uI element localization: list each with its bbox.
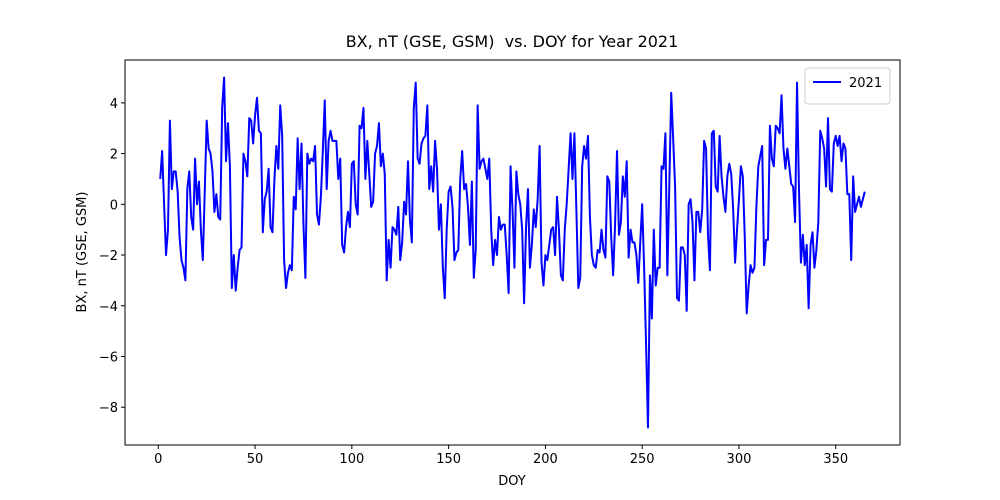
x-axis-label: DOY (498, 474, 526, 489)
x-tick-label: 350 (823, 452, 848, 467)
y-tick-label: −8 (99, 401, 118, 416)
chart-title: BX, nT (GSE, GSM) vs. DOY for Year 2021 (346, 32, 679, 51)
x-tick-label: 100 (339, 452, 364, 467)
x-tick-label: 250 (630, 452, 655, 467)
data-line (159, 76, 866, 429)
x-tick-label: 200 (533, 452, 558, 467)
legend-box (804, 67, 891, 105)
y-tick-label: −6 (99, 350, 118, 365)
x-tick-label: 0 (154, 452, 162, 467)
y-tick-label: 4 (110, 97, 118, 112)
y-tick-label: −4 (99, 300, 118, 315)
legend-label: 2021 (849, 76, 882, 91)
y-tick-label: −2 (99, 249, 118, 264)
plot-frame (124, 59, 901, 446)
x-tick-label: 300 (727, 452, 752, 467)
y-axis-label: BX, nT (GSE, GSM) (75, 192, 90, 313)
y-tick-label: 0 (110, 198, 118, 213)
x-tick-label: 50 (247, 452, 264, 467)
x-tick-label: 150 (436, 452, 461, 467)
y-tick-label: 2 (110, 148, 118, 163)
